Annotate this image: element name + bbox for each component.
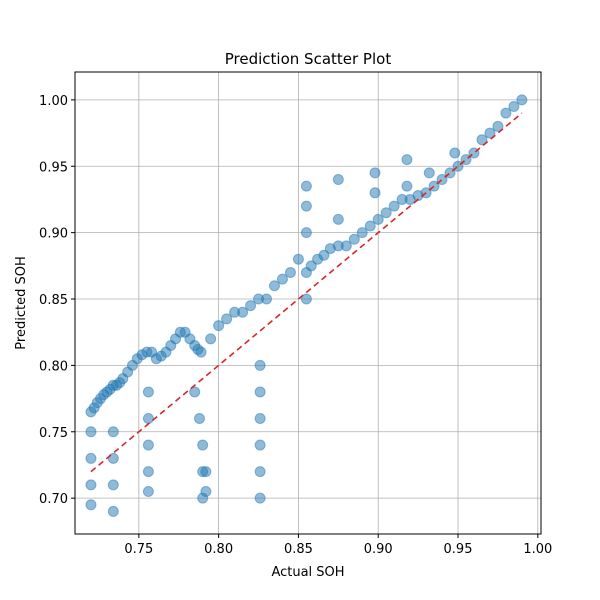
scatter-point <box>300 180 312 192</box>
scatter-point <box>268 280 280 292</box>
scatter-point <box>449 147 461 159</box>
y-tick-label: 0.70 <box>39 492 68 507</box>
scatter-point <box>300 227 312 239</box>
scatter-point <box>508 101 520 113</box>
scatter-point <box>401 154 413 166</box>
scatter-point <box>254 386 266 398</box>
scatter-point <box>221 313 233 325</box>
scatter-point <box>380 207 392 219</box>
x-tick-label: 1.00 <box>523 542 552 557</box>
scatter-point <box>85 426 97 438</box>
scatter-point <box>107 452 119 464</box>
y-tick-label: 0.75 <box>39 426 68 441</box>
scatter-point <box>142 486 154 498</box>
data-points <box>85 94 528 517</box>
y-tick-label: 0.85 <box>39 293 68 308</box>
scatter-point <box>261 293 273 305</box>
scatter-point <box>254 439 266 451</box>
x-tick-label: 0.95 <box>444 542 473 557</box>
scatter-point <box>305 260 317 272</box>
scatter-point <box>197 439 209 451</box>
scatter-point <box>284 266 296 278</box>
scatter-point <box>254 359 266 371</box>
scatter-point <box>276 273 288 285</box>
scatter-point <box>142 466 154 478</box>
scatter-point <box>193 413 205 424</box>
scatter-point <box>348 233 360 245</box>
scatter-point <box>369 167 381 179</box>
scatter-point <box>85 452 97 464</box>
scatter-point <box>401 180 413 192</box>
chart-title: Prediction Scatter Plot <box>225 50 392 68</box>
scatter-point <box>205 333 217 345</box>
scatter-point <box>300 293 312 305</box>
scatter-point <box>340 240 352 252</box>
scatter-point <box>364 220 376 232</box>
scatter-point <box>254 413 266 424</box>
y-tick-label: 1.00 <box>39 94 68 109</box>
scatter-point <box>318 249 330 261</box>
scatter-point <box>195 346 207 358</box>
x-axis-label: Actual SOH <box>271 565 344 580</box>
ideal-prediction-line <box>90 112 523 473</box>
scatter-point <box>200 486 212 498</box>
y-axis-label: Predicted SOH <box>14 256 29 349</box>
scatter-point <box>332 174 344 186</box>
scatter-point <box>292 253 304 265</box>
x-tick-label: 0.75 <box>124 542 153 557</box>
scatter-point <box>200 466 212 478</box>
scatter-point <box>142 413 154 424</box>
scatter-point <box>254 492 266 504</box>
scatter-point <box>142 439 154 451</box>
scatter-point <box>300 200 312 212</box>
plot-frame <box>74 71 542 535</box>
x-tick-label: 0.90 <box>364 542 393 557</box>
scatter-point <box>107 505 119 517</box>
x-axis-ticks: 0.75 0.80 0.85 0.90 0.95 1.00 <box>124 534 552 557</box>
scatter-point <box>423 167 435 179</box>
scatter-point <box>492 120 504 132</box>
scatter-point <box>356 227 368 239</box>
x-tick-label: 0.85 <box>284 542 313 557</box>
y-axis-ticks: 0.70 0.75 0.80 0.85 0.90 0.95 1.00 <box>39 94 75 507</box>
scatter-point <box>107 426 119 438</box>
scatter-point <box>254 466 266 478</box>
scatter-point <box>372 213 384 225</box>
scatter-point <box>388 200 400 212</box>
scatter-point <box>85 479 97 491</box>
scatter-point <box>142 386 154 398</box>
scatter-point <box>476 134 488 146</box>
scatter-point <box>85 499 97 511</box>
reference-line-group <box>90 112 523 473</box>
scatter-point <box>369 187 381 199</box>
scatter-point <box>237 306 249 318</box>
scatter-point <box>213 320 225 332</box>
scatter-point <box>516 94 528 106</box>
y-tick-label: 0.80 <box>39 359 68 374</box>
x-tick-label: 0.80 <box>204 542 233 557</box>
scatter-point <box>107 479 119 491</box>
scatter-point <box>484 127 496 139</box>
y-tick-label: 0.90 <box>39 227 68 242</box>
scatter-point <box>332 213 344 225</box>
scatter-point <box>189 386 201 398</box>
y-tick-label: 0.95 <box>39 160 68 175</box>
scatter-point <box>245 300 257 312</box>
scatter-point <box>500 107 512 119</box>
